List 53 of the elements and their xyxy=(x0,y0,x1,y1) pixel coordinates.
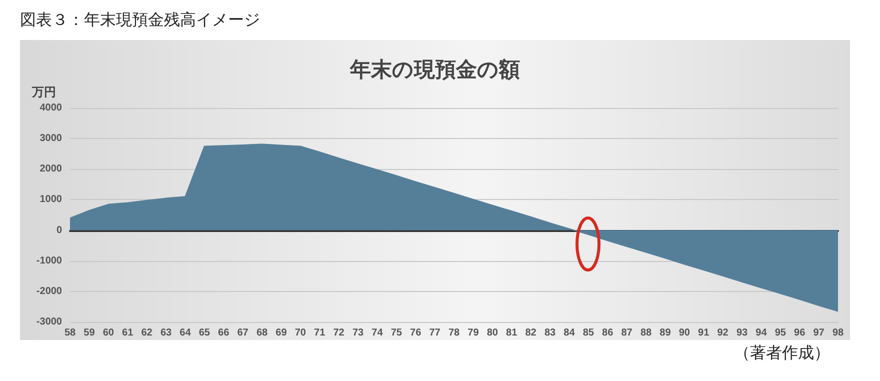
x-tick-label: 93 xyxy=(736,328,748,338)
x-tick-label: 64 xyxy=(180,328,192,338)
x-tick-label: 94 xyxy=(756,328,768,338)
y-tick-label: 4000 xyxy=(40,102,62,114)
x-tick-label: 77 xyxy=(429,328,441,338)
x-tick-label: 58 xyxy=(64,328,76,338)
y-tick-label: 0 xyxy=(56,224,62,236)
x-tick-label: 72 xyxy=(333,328,345,338)
x-tick-label: 61 xyxy=(122,328,134,338)
x-tick-label: 98 xyxy=(832,328,844,338)
x-tick-label: 83 xyxy=(544,328,556,338)
x-tick-label: 70 xyxy=(294,328,306,338)
x-tick-label: 62 xyxy=(141,328,153,338)
x-tick-label: 82 xyxy=(525,328,537,338)
y-tick-label: 1000 xyxy=(40,194,62,206)
text: （著者作成） xyxy=(734,343,830,364)
y-tick-label: 3000 xyxy=(40,133,62,144)
x-tick-label: 66 xyxy=(218,328,230,338)
x-tick-label: 79 xyxy=(468,328,480,338)
x-tick-label: 85 xyxy=(582,328,594,338)
x-tick-label: 95 xyxy=(774,328,786,338)
x-tick-label: 73 xyxy=(352,328,364,338)
x-tick-label: 87 xyxy=(621,328,633,338)
x-tick-label: 80 xyxy=(486,328,498,338)
x-tick-label: 76 xyxy=(410,328,422,338)
x-tick-label: 86 xyxy=(602,328,614,338)
x-tick-label: 97 xyxy=(813,328,825,338)
x-tick-label: 96 xyxy=(794,328,806,338)
x-tick-label: 74 xyxy=(372,328,384,338)
y-axis-title: 万円 xyxy=(31,85,56,99)
text: 図表３：年末現預金残高イメージ xyxy=(20,10,260,31)
x-tick-label: 91 xyxy=(698,328,710,338)
x-tick-label: 92 xyxy=(717,328,729,338)
x-tick-label: 63 xyxy=(160,328,172,338)
x-tick-label: 60 xyxy=(102,328,114,338)
x-tick-label: 71 xyxy=(314,328,326,338)
y-tick-label: 2000 xyxy=(40,164,62,175)
x-tick-label: 84 xyxy=(564,328,576,338)
x-tick-label: 89 xyxy=(660,328,672,338)
x-tick-label: 65 xyxy=(198,328,210,338)
y-tick-label: -1000 xyxy=(36,255,62,266)
x-tick-label: 68 xyxy=(256,328,268,338)
x-tick-label: 88 xyxy=(640,328,652,338)
x-tick-label: 67 xyxy=(237,328,249,338)
x-tick-label: 81 xyxy=(506,328,518,338)
x-tick-label: 78 xyxy=(448,328,460,338)
x-tick-label: 90 xyxy=(678,328,690,338)
y-tick-label: -2000 xyxy=(36,286,62,297)
x-tick-label: 75 xyxy=(390,328,402,338)
x-tick-label: 59 xyxy=(84,328,96,338)
x-tick-label: 69 xyxy=(276,328,288,338)
chart-title: 年末の現預金の額 xyxy=(349,58,520,82)
y-tick-label: -3000 xyxy=(36,316,62,328)
